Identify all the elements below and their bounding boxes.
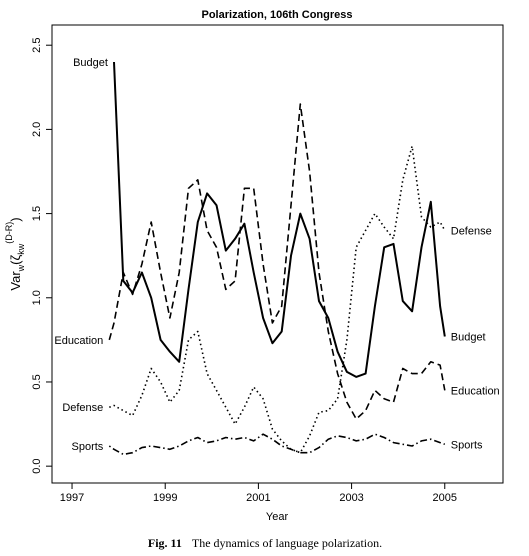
x-tick-label: 1997 bbox=[60, 492, 84, 504]
y-axis-label-part: (D-R) bbox=[4, 222, 14, 244]
y-axis-label-part: ) bbox=[8, 217, 23, 221]
series-label: Education bbox=[451, 385, 500, 397]
series-label: Defense bbox=[62, 402, 103, 414]
series-label: Education bbox=[54, 335, 103, 347]
series-label: Budget bbox=[73, 57, 108, 69]
x-tick-label: 2001 bbox=[246, 492, 270, 504]
y-axis-label-part: kw bbox=[16, 243, 26, 255]
y-tick-label: 2.0 bbox=[31, 122, 43, 137]
series-line bbox=[108, 433, 446, 456]
series-label: Sports bbox=[451, 439, 483, 451]
y-axis-label: Varw(ζkw(D-R)) bbox=[4, 217, 26, 290]
x-tick-label: 2005 bbox=[433, 492, 457, 504]
y-axis-label-part: w bbox=[16, 264, 26, 272]
y-tick-label: 2.5 bbox=[31, 38, 43, 53]
caption: Fig. 11 The dynamics of language polariza… bbox=[148, 536, 382, 550]
y-tick-label: 1.0 bbox=[31, 290, 43, 305]
series-label: Defense bbox=[451, 225, 492, 237]
x-tick-label: 2003 bbox=[339, 492, 363, 504]
y-tick-label: 0.5 bbox=[31, 374, 43, 389]
series-line bbox=[108, 103, 446, 420]
caption-label: Fig. 11 bbox=[148, 536, 182, 550]
x-axis-label: Year bbox=[266, 511, 289, 523]
series-label: Sports bbox=[72, 441, 104, 453]
y-tick-label: 0.0 bbox=[31, 459, 43, 474]
series-line bbox=[109, 145, 446, 454]
y-axis-label-part: Var bbox=[8, 271, 23, 291]
y-tick-label: 1.5 bbox=[31, 206, 43, 221]
plot-frame bbox=[51, 24, 504, 484]
y-axis-label-part: (ζ bbox=[8, 254, 23, 264]
x-tick-label: 1999 bbox=[153, 492, 177, 504]
series-line bbox=[113, 61, 446, 378]
chart-title: Polarization, 106th Congress bbox=[202, 9, 353, 21]
series-label: Budget bbox=[451, 332, 486, 344]
caption-text: The dynamics of language polarization. bbox=[192, 536, 382, 550]
